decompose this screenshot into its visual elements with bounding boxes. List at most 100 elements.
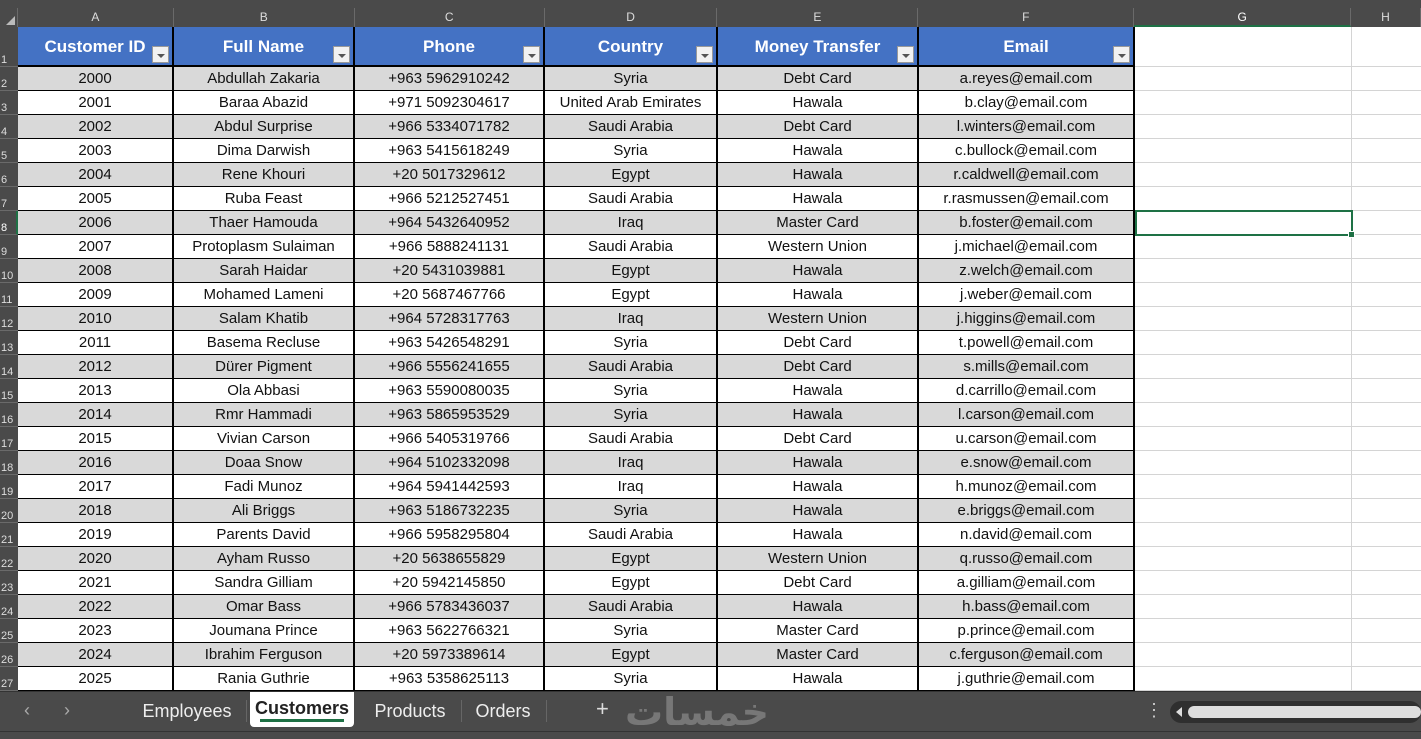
empty-cell[interactable] bbox=[1352, 499, 1421, 523]
cell[interactable]: 2022 bbox=[18, 595, 174, 619]
cell[interactable]: +20 5687467766 bbox=[355, 283, 545, 307]
column-header-g[interactable]: G bbox=[1134, 8, 1352, 27]
empty-cell[interactable] bbox=[1352, 139, 1421, 163]
empty-cell[interactable] bbox=[1135, 27, 1352, 67]
cell[interactable]: Syria bbox=[545, 499, 718, 523]
cell[interactable]: Thaer Hamouda bbox=[174, 211, 355, 235]
cell[interactable]: Joumana Prince bbox=[174, 619, 355, 643]
column-header-d[interactable]: D bbox=[545, 8, 718, 27]
filter-dropdown-icon[interactable] bbox=[897, 46, 914, 63]
cell[interactable]: 2006 bbox=[18, 211, 174, 235]
cell[interactable]: Rene Khouri bbox=[174, 163, 355, 187]
cell[interactable]: Syria bbox=[545, 379, 718, 403]
empty-cell[interactable] bbox=[1352, 307, 1421, 331]
cell[interactable]: u.carson@email.com bbox=[919, 427, 1135, 451]
column-title[interactable]: Full Name bbox=[174, 27, 355, 67]
cell[interactable]: Saudi Arabia bbox=[545, 115, 718, 139]
cell[interactable]: r.caldwell@email.com bbox=[919, 163, 1135, 187]
empty-cell[interactable] bbox=[1352, 331, 1421, 355]
row-header-14[interactable]: 14 bbox=[0, 355, 18, 379]
column-header-f[interactable]: F bbox=[918, 8, 1135, 27]
empty-cell[interactable] bbox=[1135, 115, 1352, 139]
empty-cell[interactable] bbox=[1135, 451, 1352, 475]
cell[interactable]: +20 5431039881 bbox=[355, 259, 545, 283]
cell[interactable]: Hawala bbox=[718, 187, 919, 211]
row-header-9[interactable]: 9 bbox=[0, 235, 18, 259]
cell[interactable]: Master Card bbox=[718, 643, 919, 667]
cell[interactable]: h.munoz@email.com bbox=[919, 475, 1135, 499]
scrollbar-thumb[interactable] bbox=[1188, 706, 1421, 718]
row-header-17[interactable]: 17 bbox=[0, 427, 18, 451]
horizontal-scrollbar[interactable] bbox=[1170, 701, 1421, 723]
cell[interactable]: Ola Abbasi bbox=[174, 379, 355, 403]
cell[interactable]: Saudi Arabia bbox=[545, 235, 718, 259]
column-header-a[interactable]: A bbox=[18, 8, 174, 27]
cell[interactable]: Hawala bbox=[718, 259, 919, 283]
cell[interactable]: +964 5102332098 bbox=[355, 451, 545, 475]
cell[interactable]: Omar Bass bbox=[174, 595, 355, 619]
row-header-5[interactable]: 5 bbox=[0, 139, 18, 163]
row-header-15[interactable]: 15 bbox=[0, 379, 18, 403]
row-header-7[interactable]: 7 bbox=[0, 187, 18, 211]
scroll-left-icon[interactable] bbox=[1176, 707, 1182, 717]
cell[interactable]: 2005 bbox=[18, 187, 174, 211]
empty-cell[interactable] bbox=[1135, 235, 1352, 259]
cell[interactable]: Rmr Hammadi bbox=[174, 403, 355, 427]
cell[interactable]: a.gilliam@email.com bbox=[919, 571, 1135, 595]
cell[interactable]: Master Card bbox=[718, 211, 919, 235]
cell[interactable]: +20 5942145850 bbox=[355, 571, 545, 595]
cell[interactable]: Hawala bbox=[718, 163, 919, 187]
cell[interactable]: Hawala bbox=[718, 595, 919, 619]
cell[interactable]: 2007 bbox=[18, 235, 174, 259]
cell[interactable]: 2017 bbox=[18, 475, 174, 499]
empty-cell[interactable] bbox=[1135, 523, 1352, 547]
row-header-23[interactable]: 23 bbox=[0, 571, 18, 595]
row-header-19[interactable]: 19 bbox=[0, 475, 18, 499]
cell[interactable]: Hawala bbox=[718, 91, 919, 115]
empty-cell[interactable] bbox=[1135, 91, 1352, 115]
cell[interactable]: Vivian Carson bbox=[174, 427, 355, 451]
empty-cell[interactable] bbox=[1135, 331, 1352, 355]
empty-cell[interactable] bbox=[1352, 235, 1421, 259]
cell[interactable]: Syria bbox=[545, 331, 718, 355]
cell[interactable]: Baraa Abazid bbox=[174, 91, 355, 115]
column-title[interactable]: Email bbox=[919, 27, 1135, 67]
cell[interactable]: j.guthrie@email.com bbox=[919, 667, 1135, 691]
column-header-h[interactable]: H bbox=[1351, 8, 1421, 27]
cell[interactable]: Rania Guthrie bbox=[174, 667, 355, 691]
cell[interactable]: Hawala bbox=[718, 523, 919, 547]
empty-cell[interactable] bbox=[1352, 643, 1421, 667]
cell[interactable]: j.weber@email.com bbox=[919, 283, 1135, 307]
cell[interactable]: e.snow@email.com bbox=[919, 451, 1135, 475]
cell[interactable]: Sarah Haidar bbox=[174, 259, 355, 283]
row-header-13[interactable]: 13 bbox=[0, 331, 18, 355]
column-header-b[interactable]: B bbox=[174, 8, 355, 27]
column-header-e[interactable]: E bbox=[717, 8, 919, 27]
row-header-4[interactable]: 4 bbox=[0, 115, 18, 139]
cell[interactable]: +963 5865953529 bbox=[355, 403, 545, 427]
cell[interactable]: Master Card bbox=[718, 619, 919, 643]
cell[interactable]: r.rasmussen@email.com bbox=[919, 187, 1135, 211]
empty-cell[interactable] bbox=[1352, 451, 1421, 475]
empty-cell[interactable] bbox=[1135, 163, 1352, 187]
cell[interactable]: n.david@email.com bbox=[919, 523, 1135, 547]
empty-cell[interactable] bbox=[1135, 67, 1352, 91]
cell[interactable]: p.prince@email.com bbox=[919, 619, 1135, 643]
cell[interactable]: Hawala bbox=[718, 451, 919, 475]
empty-cell[interactable] bbox=[1352, 91, 1421, 115]
cell[interactable]: Ayham Russo bbox=[174, 547, 355, 571]
cell[interactable]: 2025 bbox=[18, 667, 174, 691]
row-header-6[interactable]: 6 bbox=[0, 163, 18, 187]
empty-cell[interactable] bbox=[1352, 259, 1421, 283]
cell[interactable]: 2020 bbox=[18, 547, 174, 571]
cell[interactable]: Western Union bbox=[718, 307, 919, 331]
row-header-22[interactable]: 22 bbox=[0, 547, 18, 571]
cell[interactable]: 2004 bbox=[18, 163, 174, 187]
cell[interactable]: Syria bbox=[545, 67, 718, 91]
cell[interactable]: Basema Recluse bbox=[174, 331, 355, 355]
cell[interactable]: Iraq bbox=[545, 451, 718, 475]
cell[interactable]: 2019 bbox=[18, 523, 174, 547]
cell[interactable]: 2023 bbox=[18, 619, 174, 643]
cell[interactable]: 2008 bbox=[18, 259, 174, 283]
empty-cell[interactable] bbox=[1352, 115, 1421, 139]
